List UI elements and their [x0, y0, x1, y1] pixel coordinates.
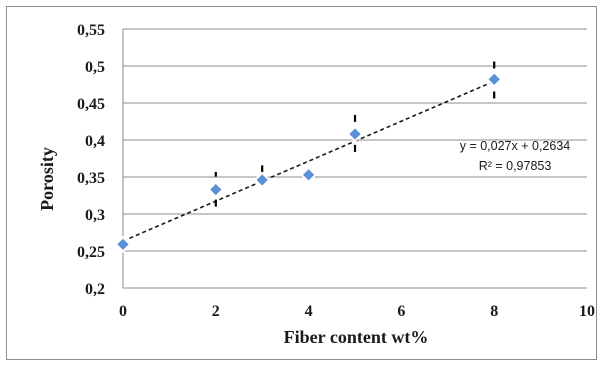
- data-point: [207, 181, 225, 198]
- y-tick-label: 0,2: [85, 281, 105, 298]
- y-tick-label: 0,45: [77, 96, 105, 113]
- data-point: [253, 171, 271, 189]
- tick-label-layer: 0,2 0,25 0,3 0,35 0,4 0,45 0,5 0,55 0 2 4 6 8 10: [77, 22, 595, 320]
- y-tick-label: 0,5: [85, 59, 105, 76]
- x-tick-label: 6: [397, 303, 405, 320]
- data-point: [114, 235, 132, 253]
- data-point: [485, 70, 503, 88]
- y-tick-label: 0,35: [77, 170, 105, 187]
- x-tick-label: 8: [490, 303, 498, 320]
- r-squared-label: R² = 0,97853: [479, 159, 552, 173]
- x-tick-label: 0: [119, 303, 127, 320]
- chart-frame: [6, 6, 597, 360]
- x-tick-label: 2: [212, 303, 220, 320]
- data-point: [300, 166, 318, 184]
- y-axis-label: Porosity: [37, 147, 57, 211]
- y-tick-label: 0,25: [77, 244, 105, 261]
- data-point-layer: [114, 70, 503, 253]
- y-tick-label: 0,55: [77, 22, 105, 39]
- x-tick-label: 10: [579, 303, 595, 320]
- trendline-equation: y = 0,027x + 0,2634: [460, 139, 571, 153]
- data-point: [346, 125, 364, 143]
- errorbar-layer: [121, 58, 496, 250]
- y-tick-label: 0,4: [85, 133, 105, 150]
- trendline-layer: [122, 80, 495, 242]
- trendline: [122, 80, 495, 242]
- x-tick-label: 4: [305, 303, 313, 320]
- x-axis-label: Fiber content wt%: [284, 327, 429, 347]
- y-tick-label: 0,3: [85, 207, 105, 224]
